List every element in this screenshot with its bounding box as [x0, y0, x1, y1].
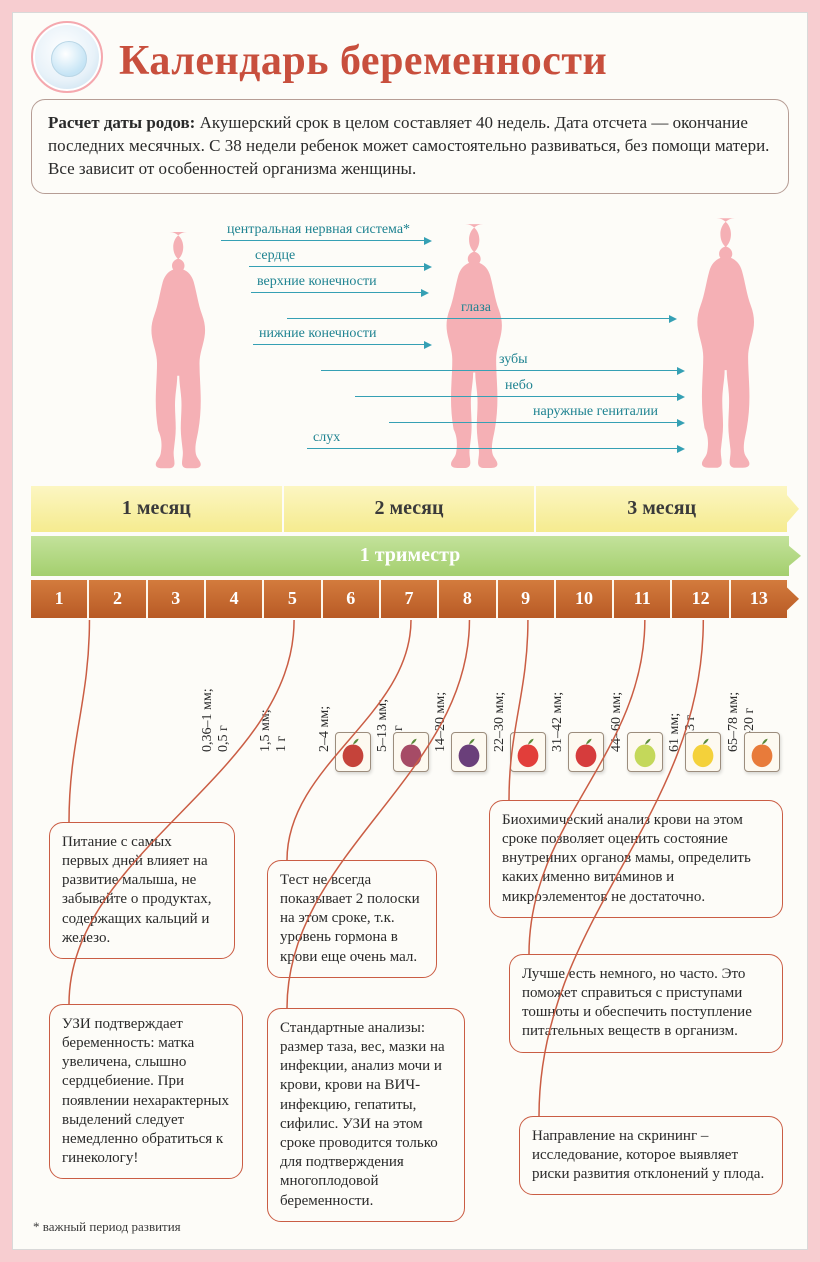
- dev-arrow: [389, 422, 679, 423]
- week-cell: 10: [556, 580, 614, 618]
- connector: [539, 620, 703, 1116]
- pregnancy-silhouette: [661, 213, 772, 482]
- dev-label: небо: [505, 378, 533, 394]
- connector: [509, 620, 528, 800]
- intro-bold: Расчет даты родов:: [48, 113, 195, 132]
- dev-label: глаза: [461, 300, 491, 316]
- week-cell: 4: [206, 580, 264, 618]
- dev-arrow: [287, 318, 671, 319]
- weeks-bar: 12345678910111213: [31, 580, 789, 618]
- trimester-label: 1 триместр: [360, 544, 461, 567]
- week-cell: 7: [381, 580, 439, 618]
- week-cell: 11: [614, 580, 672, 618]
- pregnancy-silhouette: [117, 227, 222, 482]
- dev-arrow: [251, 292, 423, 293]
- connector: [69, 620, 294, 1004]
- month-segment: 3 месяц: [536, 486, 789, 532]
- footnote: * важный период развития: [33, 1219, 181, 1235]
- trimester-bar: 1 триместр: [31, 536, 789, 576]
- dev-label: центральная нервная система*: [227, 222, 410, 238]
- month-segment: 2 месяц: [284, 486, 537, 532]
- page-title: Календарь беременности: [31, 27, 789, 85]
- connector: [287, 620, 469, 1008]
- dev-label: верхние конечности: [257, 274, 377, 290]
- week-cell: 5: [264, 580, 322, 618]
- dev-label: слух: [313, 430, 340, 446]
- dev-label: зубы: [499, 352, 528, 368]
- note-box: Стандартные анализы: размер таза, вес, м…: [267, 1008, 465, 1222]
- note-box: Направление на скрининг – исследование, …: [519, 1116, 783, 1196]
- fruit-icon: [744, 732, 780, 772]
- dev-label: наружные гениталии: [533, 404, 658, 420]
- logo-badge: [31, 21, 103, 93]
- week-cell: 1: [31, 580, 89, 618]
- week-cell: 6: [323, 580, 381, 618]
- intro-box: Расчет даты родов: Акушерский срок в цел…: [31, 99, 789, 194]
- notes-area: Питание с самых первых дней влияет на ра…: [31, 780, 789, 1250]
- week-cell: 9: [498, 580, 556, 618]
- week-cell: 2: [89, 580, 147, 618]
- dev-arrow: [221, 240, 426, 241]
- note-box: УЗИ подтверждает беременность: матка уве…: [49, 1004, 243, 1180]
- month-segment: 1 месяц: [31, 486, 284, 532]
- dev-arrow: [307, 448, 679, 449]
- pregnancy-silhouette: [411, 219, 519, 482]
- dev-arrow: [321, 370, 679, 371]
- dev-arrow: [253, 344, 426, 345]
- week-cell: 3: [148, 580, 206, 618]
- months-bar: 1 месяц2 месяц3 месяц: [31, 486, 789, 532]
- week-cell: 8: [439, 580, 497, 618]
- week-cell: 12: [672, 580, 730, 618]
- dev-arrow: [249, 266, 426, 267]
- development-diagram: центральная нервная система* сердце верхни…: [31, 202, 789, 482]
- dev-arrow: [355, 396, 679, 397]
- dev-label: нижние конечности: [259, 326, 377, 342]
- dev-label: сердце: [255, 248, 295, 264]
